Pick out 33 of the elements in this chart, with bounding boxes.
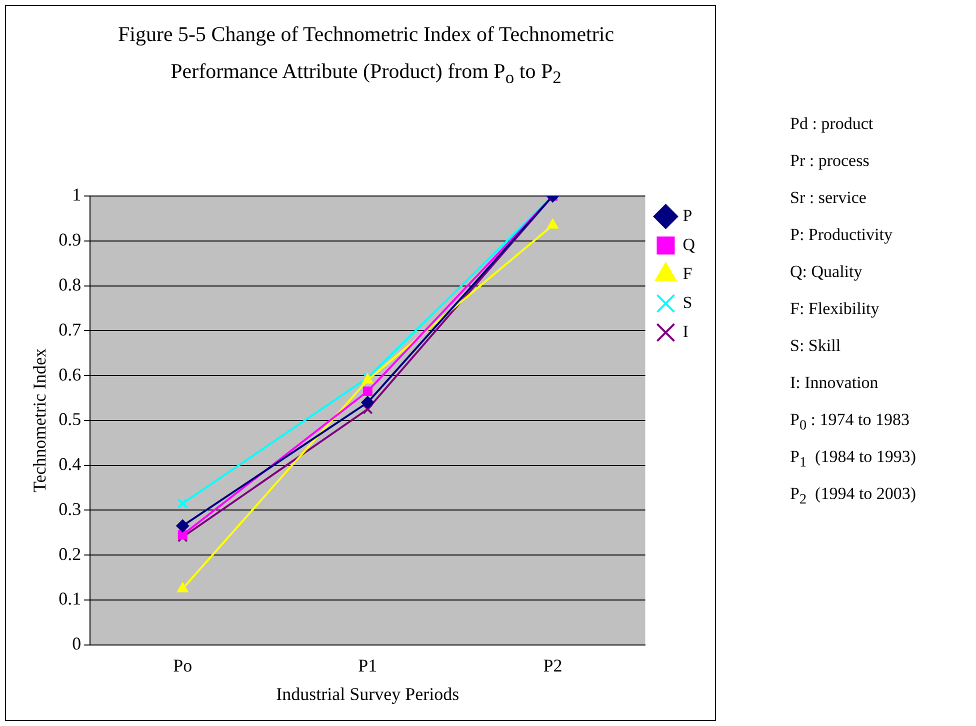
y-axis-title: Technometric Index xyxy=(30,348,50,492)
x-tick-label: P1 xyxy=(358,655,378,676)
legend-label: S xyxy=(682,292,692,312)
legend-label: P xyxy=(682,206,692,225)
legend-label: I xyxy=(682,322,689,341)
text: S: Skill xyxy=(790,335,842,357)
y-tick-label: 0.4 xyxy=(58,454,82,474)
text: P$_{0}$ : 1974 to 1983 xyxy=(790,409,910,436)
legend-label: Q xyxy=(682,234,696,254)
x-tick-label: Po xyxy=(173,655,192,676)
text: P$_{1}$ (1984 to 1993) xyxy=(790,446,916,472)
y-tick-label: 0.8 xyxy=(58,274,82,294)
y-tick-label: 0 xyxy=(72,634,82,654)
text: Pd : product xyxy=(790,113,874,135)
text: F: Flexibility xyxy=(790,298,880,320)
text: P$_{2}$ (1994 to 2003) xyxy=(790,483,916,510)
text: Sr : service xyxy=(790,187,868,209)
text: P: Productivity xyxy=(790,224,894,246)
x-axis-title: Industrial Survey Periods xyxy=(276,684,460,704)
legend-label: F xyxy=(682,264,692,283)
x-tick-label: P2 xyxy=(543,655,562,676)
y-tick-label: 0.5 xyxy=(58,409,82,430)
y-tick-label: 0.6 xyxy=(58,364,82,384)
text: Q: Quality xyxy=(790,261,864,283)
chart-title: Figure 5-5 Change of Technometric Index of Technometric Performance Attribute (Product) from P$_{o}$ to P$_{2}$ xyxy=(116,21,616,90)
y-tick-label: 0.7 xyxy=(58,319,82,340)
y-tick-label: 0.9 xyxy=(58,230,82,250)
y-tick-label: 0.2 xyxy=(58,544,82,564)
text: Pr : process xyxy=(790,150,870,172)
y-tick-label: 1 xyxy=(72,184,82,205)
text: I: Innovation xyxy=(790,372,880,394)
y-tick-label: 0.3 xyxy=(58,498,82,519)
y-tick-label: 0.1 xyxy=(58,588,82,609)
